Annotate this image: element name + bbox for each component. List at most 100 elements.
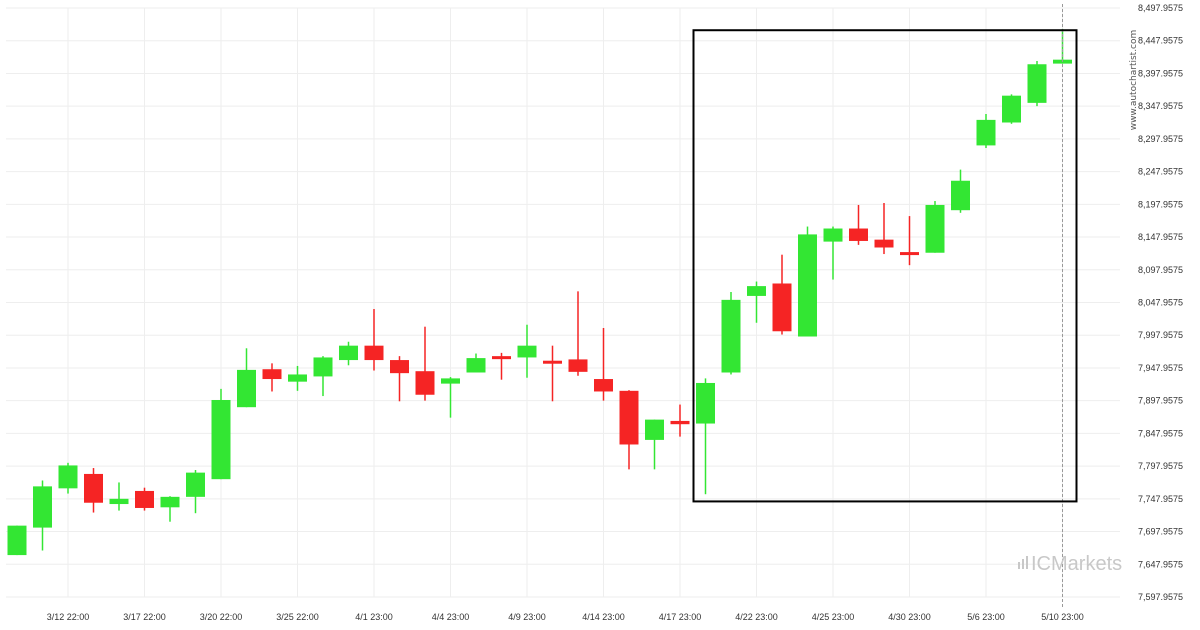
candle-body (466, 358, 486, 373)
x-tick-label: 5/10 23:00 (1041, 612, 1084, 622)
candle-up (1027, 60, 1047, 107)
y-tick-label: 7,747.9575 (1138, 494, 1183, 504)
candle-body (951, 180, 970, 211)
candle-down (849, 204, 868, 245)
candle-down (670, 404, 690, 437)
pattern-highlight-box (692, 29, 1078, 503)
candle-up (976, 113, 996, 149)
candle-body (823, 228, 843, 242)
candle-body (721, 299, 741, 373)
candle-down (135, 487, 154, 511)
candle-body (262, 369, 282, 380)
x-axis: 3/12 22:00 3/17 22:00 3/20 22:00 3/25 22:00… (47, 612, 1084, 622)
x-tick-label: 3/17 22:00 (123, 612, 166, 622)
y-tick-label: 8,347.9575 (1138, 101, 1183, 111)
grid-lines (6, 7, 1120, 598)
candle-down (84, 468, 103, 513)
candle-body (670, 420, 690, 425)
y-tick-label: 7,997.9575 (1138, 330, 1183, 340)
candle-up (109, 482, 129, 511)
candle-body (237, 369, 256, 408)
candle-up (288, 365, 307, 391)
candle-body (543, 360, 562, 364)
candle-down (619, 390, 639, 470)
x-tick-label: 4/9 23:00 (508, 612, 546, 622)
candle-body (1027, 64, 1047, 103)
candle-down (492, 352, 511, 380)
candle-body (313, 357, 333, 377)
candle-down (772, 254, 792, 335)
y-tick-label: 8,497.9575 (1138, 3, 1183, 13)
candle-body (798, 234, 817, 337)
x-tick-label: 4/25 23:00 (812, 612, 855, 622)
candle-down (415, 326, 435, 401)
candle-body (772, 283, 792, 332)
highlight-rectangle (692, 29, 1078, 503)
candle-body (594, 379, 613, 392)
candle-up (798, 226, 817, 337)
candle-down (594, 327, 613, 401)
x-tick-label: 4/4 23:00 (432, 612, 470, 622)
candle-body (288, 374, 307, 382)
y-tick-label: 7,847.9575 (1138, 428, 1183, 438)
candle-down (364, 309, 384, 371)
y-tick-label: 8,147.9575 (1138, 232, 1183, 242)
candle-body (33, 486, 52, 528)
y-tick-label: 8,247.9575 (1138, 167, 1183, 177)
candle-up (339, 341, 358, 366)
y-tick-label: 7,947.9575 (1138, 363, 1183, 373)
y-tick-label: 8,297.9575 (1138, 134, 1183, 144)
candle-up (645, 419, 664, 470)
autochartist-watermark: www.autochartist.com (1129, 30, 1139, 131)
y-tick-label: 7,597.9575 (1138, 592, 1183, 602)
x-tick-label: 4/17 23:00 (659, 612, 702, 622)
candle-down (874, 202, 894, 255)
candle-up (925, 201, 945, 253)
logo-bars-icon (1018, 556, 1028, 569)
y-tick-label: 7,647.9575 (1138, 559, 1183, 569)
candle-up (747, 281, 766, 323)
x-tick-label: 3/12 22:00 (47, 612, 90, 622)
candle-body (160, 496, 180, 508)
candle-body (364, 345, 384, 361)
candle-down (262, 363, 282, 392)
candle-up (7, 525, 27, 556)
candle-body (339, 345, 358, 361)
y-tick-label: 7,897.9575 (1138, 396, 1183, 406)
candle-body (1002, 95, 1021, 123)
candle-body (976, 119, 996, 146)
candle-body (849, 228, 868, 241)
y-tick-label: 8,097.9575 (1138, 265, 1183, 275)
candle-body (109, 498, 129, 505)
x-tick-label: 4/30 23:00 (888, 612, 931, 622)
candle-body (7, 525, 27, 556)
candle-up (58, 462, 78, 494)
candle-body (925, 204, 945, 253)
candle-body (517, 345, 537, 358)
candle-body (696, 382, 715, 424)
candle-body (441, 378, 460, 384)
candle-body (415, 371, 435, 395)
candle-body (84, 473, 103, 503)
candle-up (951, 169, 970, 213)
candle-body (492, 356, 511, 360)
candle-up (160, 496, 180, 522)
candle-body (874, 239, 894, 248)
x-tick-label: 5/6 23:00 (967, 612, 1005, 622)
candle-down (568, 291, 588, 376)
candle-up (237, 348, 256, 408)
candlestick-series (7, 4, 1072, 608)
y-tick-label: 8,447.9575 (1138, 36, 1183, 46)
candle-up (211, 388, 231, 480)
candle-up (33, 480, 52, 551)
candle-up (441, 377, 460, 418)
candle-body (211, 399, 231, 480)
candle-body (390, 360, 409, 374)
x-tick-label: 4/1 23:00 (355, 612, 393, 622)
icmarkets-logo: ICMarkets (1018, 553, 1122, 575)
candle-up (517, 324, 537, 378)
x-tick-label: 4/22 23:00 (735, 612, 778, 622)
x-tick-label: 3/25 22:00 (276, 612, 319, 622)
y-tick-label: 8,197.9575 (1138, 199, 1183, 209)
candle-up (823, 226, 843, 280)
